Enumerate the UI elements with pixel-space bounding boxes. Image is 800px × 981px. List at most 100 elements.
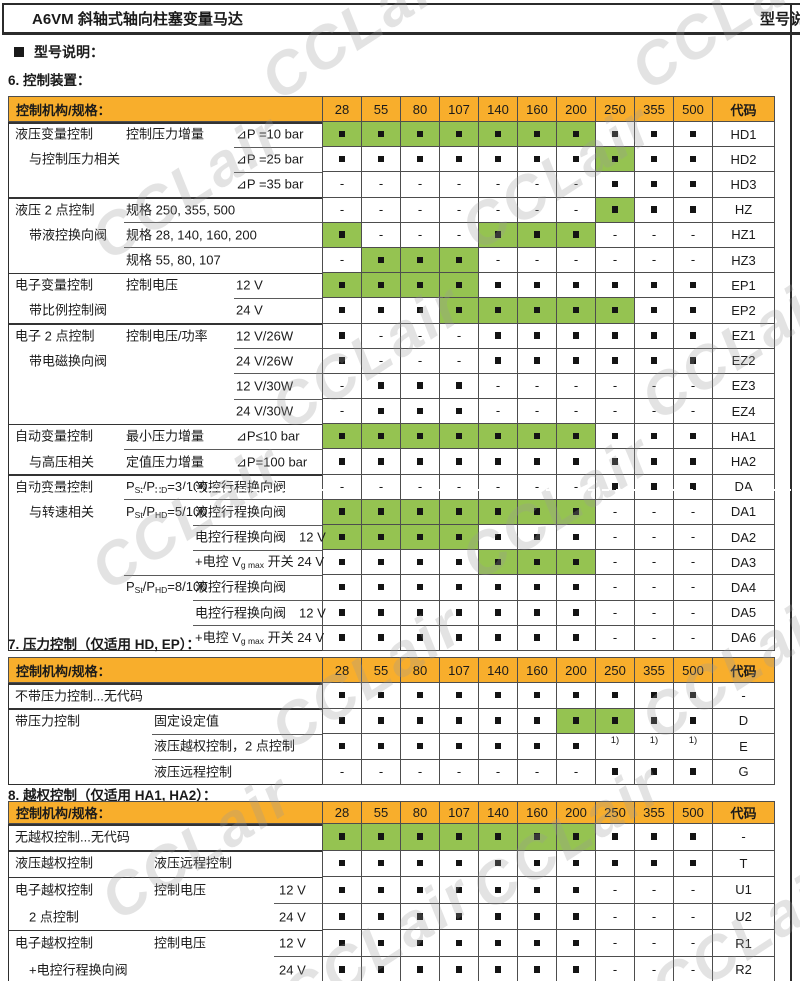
not-available-dash: - (417, 352, 423, 368)
available-square-icon (377, 913, 385, 920)
row-separator-line (9, 850, 322, 852)
not-available-dash: - (495, 478, 501, 494)
availability-cell: - (595, 398, 635, 425)
available-square-icon (689, 332, 697, 339)
table-row: +电控 Vg max 开关 24 V - - - DA3 (8, 549, 775, 576)
available-square-icon (572, 742, 580, 750)
available-square-icon (455, 691, 463, 699)
table-header: 控制机构/规格： 28 55 80 107 140 160 200 250 355 500 代码 (8, 801, 775, 824)
availability-cell (595, 171, 635, 198)
availability-cell (517, 849, 557, 878)
row-label-cell: +电控行程换向阀 24 V (8, 956, 323, 981)
not-available-dash: - (573, 201, 579, 217)
availability-cell (400, 120, 440, 148)
not-available-dash: - (339, 176, 345, 192)
available-square-icon (650, 155, 658, 163)
availability-cell (400, 929, 440, 957)
row-label-cell: 与转速相关 PSt/PHD=5/100 液控行程换向阀 (8, 499, 323, 525)
section-7-heading: 7. 压力控制（仅适用 HD, EP）： (8, 637, 201, 652)
availability-cell: - (673, 929, 713, 957)
availability-cell: - (634, 599, 674, 626)
availability-cell (478, 876, 518, 904)
available-square-icon (611, 432, 619, 440)
availability-cell (361, 823, 401, 851)
available-square-icon (611, 717, 619, 724)
table-body: 无越权控制...无代码 - 液压越权控制 液压远程控制 T 电子越权控制 控制电压 12 V-… (8, 823, 775, 981)
row-label: 电子越权控制 (15, 882, 94, 898)
code-cell: HZ3 (712, 246, 775, 274)
availability-cell: - (634, 246, 674, 274)
row-label: 12 V/30W (236, 378, 294, 394)
not-available-dash: - (534, 176, 540, 192)
availability-cell: - (595, 574, 635, 601)
available-square-icon (533, 717, 541, 724)
available-square-icon (494, 634, 502, 641)
availability-cell (322, 448, 362, 475)
available-square-icon (338, 939, 346, 947)
not-available-dash: - (573, 176, 579, 192)
available-square-icon (338, 458, 346, 465)
size-column-header: 80 (400, 96, 440, 122)
size-column-header: 500 (673, 801, 713, 824)
not-available-dash: - (690, 503, 696, 519)
available-square-icon (494, 859, 502, 867)
availability-cell (361, 398, 401, 425)
availability-cell (439, 423, 479, 450)
not-available-dash: - (339, 763, 345, 779)
row-label-cell: 液压变量控制 控制压力增量 ⊿P =10 bar (8, 121, 323, 147)
available-square-icon (650, 130, 658, 138)
code-column-header: 代码 (712, 96, 775, 122)
section-6-heading: 6. 控制装置： (8, 73, 91, 88)
availability-cell (478, 955, 518, 981)
size-column-header: 200 (556, 801, 596, 824)
row-label: 24 V (279, 962, 306, 978)
availability-cell (595, 758, 635, 785)
available-square-icon (416, 634, 424, 641)
available-square-icon (572, 155, 580, 163)
available-square-icon (494, 691, 502, 699)
available-square-icon (416, 533, 424, 541)
available-square-icon (572, 432, 580, 440)
spec-table-8: 控制机构/规格： 28 55 80 107 140 160 200 250 355 500 代码 无越权… (8, 801, 775, 981)
availability-cell (400, 398, 440, 425)
table-row: 液压变量控制 控制压力增量 ⊿P =10 bar HD1 (8, 120, 775, 148)
available-square-icon (611, 357, 619, 364)
not-available-dash: - (612, 579, 618, 595)
availability-cell: - (478, 372, 518, 400)
row-label-cell: 不带压力控制...无代码 (8, 682, 323, 708)
availability-cell: - (634, 221, 674, 248)
availability-cell: - (361, 171, 401, 198)
availability-cell (439, 498, 479, 526)
code-cell: HD2 (712, 146, 775, 173)
availability-cell: 1) (634, 733, 674, 760)
not-available-dash: - (612, 529, 618, 545)
size-column-header: 500 (673, 96, 713, 122)
availability-cell (322, 902, 362, 931)
availability-cell (400, 733, 440, 760)
availability-cell (556, 423, 596, 450)
availability-cell (361, 272, 401, 299)
available-square-icon (611, 155, 619, 163)
row-separator-line (234, 348, 322, 350)
table-row: +电控行程换向阀 24 V - - - R2 (8, 955, 775, 981)
available-square-icon (572, 886, 580, 893)
available-square-icon (494, 432, 502, 440)
availability-cell (517, 599, 557, 626)
not-available-dash: - (612, 629, 618, 645)
availability-cell (478, 733, 518, 760)
code-cell: - (712, 823, 775, 851)
availability-cell (634, 120, 674, 148)
available-square-icon (533, 583, 541, 591)
available-square-icon (455, 634, 463, 641)
row-separator-line (9, 197, 322, 199)
availability-cell (556, 599, 596, 626)
code-cell: HZ1 (712, 221, 775, 248)
code-cell: HA2 (712, 448, 775, 475)
available-square-icon (611, 458, 619, 465)
availability-cell (400, 448, 440, 475)
availability-cell: - (400, 171, 440, 198)
available-square-icon (572, 458, 580, 465)
availability-cell (322, 347, 362, 374)
availability-cell: - (322, 372, 362, 400)
availability-cell (439, 120, 479, 148)
